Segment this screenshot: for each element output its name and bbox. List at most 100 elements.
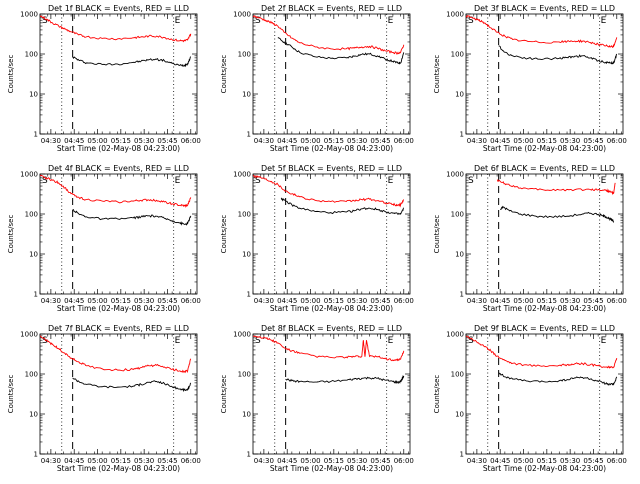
y-tick-label: 100 <box>238 211 251 219</box>
x-tick-label: 05:15 <box>324 297 344 305</box>
lld-series-line <box>40 15 192 43</box>
y-tick-label: 100 <box>25 51 38 59</box>
plot-frame <box>39 13 198 135</box>
y-axis-label: Counts/sec <box>433 215 441 254</box>
x-tick-label: 05:00 <box>513 137 533 145</box>
x-tick-label: 05:45 <box>157 457 177 465</box>
y-tick-label: 100 <box>25 211 38 219</box>
lld-series-line <box>40 335 192 374</box>
x-tick-label: 04:45 <box>277 297 297 305</box>
end-marker-label: E <box>175 336 181 346</box>
x-tick-label: 05:15 <box>537 137 557 145</box>
events-series-line <box>285 375 405 385</box>
plot-frame <box>39 333 198 455</box>
y-tick-label: 100 <box>451 371 464 379</box>
series-layer <box>253 335 405 385</box>
chart-panel: Det 6f BLACK = Events, RED = LLD 1 10 100 10… <box>433 164 627 313</box>
x-tick-label: 06:00 <box>394 457 414 465</box>
y-tick-label: 10 <box>29 251 38 259</box>
end-marker-label: E <box>601 16 607 26</box>
x-axis-label: Start Time (02-May-08 04:23:00) <box>270 144 393 153</box>
y-axis-label: Counts/sec <box>7 215 15 254</box>
chart-title: Det 7f BLACK = Events, RED = LLD <box>48 324 189 333</box>
x-tick-label: 05:45 <box>370 137 390 145</box>
y-tick-label: 1000 <box>233 11 251 19</box>
y-tick-label: 1 <box>247 451 251 459</box>
x-tick-label: 04:30 <box>41 457 61 465</box>
x-tick-label: 05:30 <box>347 457 367 465</box>
y-tick-label: 1000 <box>446 11 464 19</box>
x-axis-label: Start Time (02-May-08 04:23:00) <box>483 464 606 473</box>
x-tick-label: 06:00 <box>181 457 201 465</box>
x-tick-label: 04:30 <box>467 457 487 465</box>
start-marker-label: S <box>255 176 261 186</box>
chart-panel: Det 2f BLACK = Events, RED = LLD 1 10 100 10… <box>220 4 414 153</box>
events-series-line <box>498 372 618 386</box>
y-tick-label: 1 <box>34 131 38 139</box>
x-tick-label: 05:15 <box>537 457 557 465</box>
chart-title: Det 3f BLACK = Events, RED = LLD <box>474 4 615 13</box>
x-tick-label: 04:45 <box>64 457 84 465</box>
y-tick-label: 1000 <box>20 331 38 339</box>
chart-title: Det 2f BLACK = Events, RED = LLD <box>261 4 402 13</box>
events-series-line <box>72 209 192 226</box>
start-marker-label: S <box>255 336 261 346</box>
series-layer <box>40 335 192 393</box>
x-tick-label: 05:45 <box>583 137 603 145</box>
lld-series-line <box>466 335 618 369</box>
chart-title: Det 1f BLACK = Events, RED = LLD <box>48 4 189 13</box>
x-axis-label: Start Time (02-May-08 04:23:00) <box>57 304 180 313</box>
x-axis-label: Start Time (02-May-08 04:23:00) <box>483 144 606 153</box>
x-tick-label: 05:45 <box>370 297 390 305</box>
series-layer <box>496 179 616 224</box>
x-tick-label: 06:00 <box>607 457 627 465</box>
y-tick-label: 1 <box>34 291 38 299</box>
plot-frame <box>39 173 198 295</box>
x-tick-label: 05:30 <box>560 137 580 145</box>
end-marker-label: E <box>388 336 394 346</box>
x-tick-label: 04:45 <box>490 137 510 145</box>
events-series-line <box>280 197 404 215</box>
end-marker-label: E <box>388 16 394 26</box>
events-series-line <box>500 205 615 224</box>
y-tick-label: 1 <box>460 451 464 459</box>
events-series-line <box>498 45 618 65</box>
chart-title: Det 8f BLACK = Events, RED = LLD <box>261 324 402 333</box>
series-layer <box>253 174 405 215</box>
chart-panel: Det 9f BLACK = Events, RED = LLD 1 10 100 10… <box>433 324 627 473</box>
y-axis-label: Counts/sec <box>7 55 15 94</box>
lld-series-line <box>496 179 616 196</box>
y-tick-label: 100 <box>238 371 251 379</box>
y-tick-label: 10 <box>455 251 464 259</box>
plot-frame <box>465 333 624 455</box>
y-tick-label: 100 <box>25 371 38 379</box>
chart-title: Det 5f BLACK = Events, RED = LLD <box>261 164 402 173</box>
x-axis-label: Start Time (02-May-08 04:23:00) <box>270 304 393 313</box>
lld-series-line <box>40 174 192 208</box>
x-tick-label: 05:30 <box>134 457 154 465</box>
y-axis-label: Counts/sec <box>433 375 441 414</box>
x-tick-label: 05:30 <box>560 457 580 465</box>
end-marker-label: E <box>601 176 607 186</box>
start-marker-label: S <box>255 16 261 26</box>
plot-frame <box>252 173 411 295</box>
y-tick-label: 1 <box>460 131 464 139</box>
lld-series-line <box>253 15 405 56</box>
x-tick-label: 04:30 <box>467 297 487 305</box>
x-axis-label: Start Time (02-May-08 04:23:00) <box>57 144 180 153</box>
x-tick-label: 04:45 <box>64 137 84 145</box>
y-tick-label: 10 <box>242 91 251 99</box>
series-layer <box>40 174 192 226</box>
chart-panel: Det 1f BLACK = Events, RED = LLD 1 10 100 10… <box>7 4 201 153</box>
x-tick-label: 05:45 <box>157 137 177 145</box>
y-tick-label: 100 <box>451 211 464 219</box>
chart-panel: Det 7f BLACK = Events, RED = LLD 1 10 100 10… <box>7 324 201 473</box>
x-tick-label: 05:15 <box>324 137 344 145</box>
y-tick-label: 1000 <box>20 11 38 19</box>
y-tick-label: 1000 <box>233 331 251 339</box>
y-tick-label: 100 <box>451 51 464 59</box>
x-tick-label: 05:15 <box>111 137 131 145</box>
y-axis-label: Counts/sec <box>220 215 228 254</box>
end-marker-label: E <box>175 176 181 186</box>
x-tick-label: 04:30 <box>41 137 61 145</box>
